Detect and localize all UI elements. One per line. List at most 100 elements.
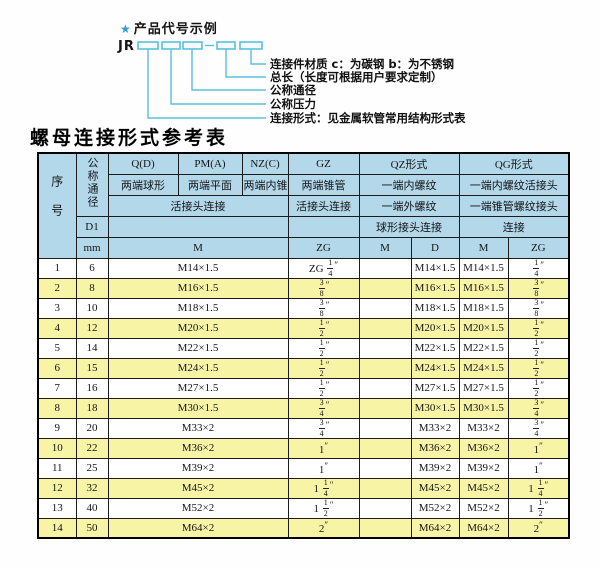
cell-qg-zg: 3 8 ″ bbox=[507, 277, 570, 299]
cell-gz-zg: 1 2 ″ bbox=[287, 377, 360, 399]
header-group-qz: QZ形式 bbox=[358, 152, 460, 175]
cell-gz-zg: 1 1 4 ″ bbox=[287, 477, 360, 499]
cell-qg-zg: 2″ bbox=[507, 517, 570, 539]
cell-diameter-mm: 25 bbox=[75, 457, 109, 479]
table-row: 3 10 M18×1.5 3 8 ″ M18×1.5 M18×1.5 3 8 ″ bbox=[37, 297, 570, 319]
cell-diameter-mm: 16 bbox=[75, 377, 109, 399]
cell-thread-m: M18×1.5 bbox=[107, 297, 289, 319]
cell-diameter-mm: 8 bbox=[75, 277, 109, 299]
cell-qg-zg: 3 4 ″ bbox=[507, 417, 570, 439]
cell-gz-zg: 1 2 ″ bbox=[287, 317, 360, 339]
cell-gz-zg: 2″ bbox=[287, 517, 360, 539]
header-thread-qg-m: M bbox=[458, 236, 509, 259]
nut-connection-table: 序号 公称通径 Q(D) PM(A) NZ(C) GZ QZ形式 QG形式 两端… bbox=[37, 152, 571, 539]
cell-qz-m bbox=[358, 337, 412, 359]
cell-thread-m: M24×1.5 bbox=[107, 357, 289, 379]
cell-thread-m: M36×2 bbox=[107, 437, 289, 459]
table-row: 4 12 M20×1.5 1 2 ″ M20×1.5 M20×1.5 1 2 ″ bbox=[37, 317, 570, 339]
cell-gz-zg: 1 1 2 ″ bbox=[287, 497, 360, 519]
cell-thread-m: M39×2 bbox=[107, 457, 289, 479]
cell-serial: 10 bbox=[37, 437, 77, 459]
header-d1-empty-2 bbox=[287, 215, 360, 238]
cell-qz-m bbox=[358, 397, 412, 419]
cell-gz-zg: 1 2 ″ bbox=[287, 337, 360, 359]
callout-line-length bbox=[225, 49, 266, 78]
table-row: 12 32 M45×2 1 1 4 ″ M45×2 M45×2 1 1 4 ″ bbox=[37, 477, 570, 499]
cell-qg-zg: 1 2 ″ bbox=[507, 337, 570, 359]
table-row: 11 25 M39×2 1″ M39×2 M39×2 1″ bbox=[37, 457, 570, 479]
header-type-qz: 一端内螺纹 bbox=[358, 173, 460, 196]
callout-line-form bbox=[147, 49, 266, 119]
cell-thread-m: M30×1.5 bbox=[107, 397, 289, 419]
cell-gz-zg: 1 2 ″ bbox=[287, 357, 360, 379]
cell-qz-m bbox=[358, 297, 412, 319]
header-group-pma: PM(A) bbox=[177, 152, 243, 175]
cell-qz-m bbox=[358, 317, 412, 339]
cell-qg-m: M52×2 bbox=[458, 497, 509, 519]
cell-qg-m: M33×2 bbox=[458, 417, 509, 439]
header-diameter: 公称通径 bbox=[75, 152, 109, 217]
table-row: 14 50 M64×2 2″ M64×2 M64×2 2″ bbox=[37, 517, 570, 539]
star-icon: ★ bbox=[120, 22, 132, 36]
cell-serial: 8 bbox=[37, 397, 77, 419]
header-conn-qz: 一端外螺纹 bbox=[358, 194, 460, 217]
cell-serial: 6 bbox=[37, 357, 77, 379]
table-row: 7 16 M27×1.5 1 2 ″ M27×1.5 M27×1.5 1 2 ″ bbox=[37, 377, 570, 399]
cell-qz-d: M24×1.5 bbox=[410, 357, 460, 379]
cell-gz-zg: 3 8 ″ bbox=[287, 297, 360, 319]
cell-qz-m bbox=[358, 437, 412, 459]
table-row: 8 18 M30×1.5 3 4 ″ M30×1.5 M30×1.5 3 4 ″ bbox=[37, 397, 570, 419]
header-group-gz: GZ bbox=[287, 152, 360, 175]
cell-diameter-mm: 22 bbox=[75, 437, 109, 459]
cell-qg-m: M16×1.5 bbox=[458, 277, 509, 299]
cell-qg-m: M39×2 bbox=[458, 457, 509, 479]
cell-qz-d: M20×1.5 bbox=[410, 317, 460, 339]
header-thread-qg-zg: ZG bbox=[507, 236, 570, 259]
cell-qz-d: M52×2 bbox=[410, 497, 460, 519]
cell-qg-m: M64×2 bbox=[458, 517, 509, 539]
table-title: 螺母连接形式参考表 bbox=[30, 127, 229, 149]
header-group-nzc: NZ(C) bbox=[241, 152, 289, 175]
cell-thread-m: M33×2 bbox=[107, 417, 289, 439]
table-header: 序号 公称通径 Q(D) PM(A) NZ(C) GZ QZ形式 QG形式 两端… bbox=[37, 152, 570, 259]
cell-diameter-mm: 50 bbox=[75, 517, 109, 539]
label-pressure: 公称压力 bbox=[270, 97, 316, 111]
code-box-2 bbox=[161, 41, 181, 50]
code-prefix: JR bbox=[118, 39, 135, 54]
cell-qg-zg: 1″ bbox=[507, 457, 570, 479]
cell-serial: 7 bbox=[37, 377, 77, 399]
cell-qz-d: M22×1.5 bbox=[410, 337, 460, 359]
cell-qg-m: M30×1.5 bbox=[458, 397, 509, 419]
header-conn-union: 活接头连接 bbox=[107, 194, 289, 217]
cell-qg-m: M27×1.5 bbox=[458, 377, 509, 399]
header-subconn-qz: 球形接头连接 bbox=[358, 215, 460, 238]
cell-gz-zg: 3 4 ″ bbox=[287, 397, 360, 419]
header-d1: D1 bbox=[75, 215, 109, 238]
header-subconn-qg: 连接 bbox=[458, 215, 570, 238]
cell-serial: 4 bbox=[37, 317, 77, 339]
label-form: 连接形式：见金属软管常用结构形式表 bbox=[270, 111, 466, 125]
code-connector-lines bbox=[137, 41, 266, 119]
table-row: 6 15 M24×1.5 1 2 ″ M24×1.5 M24×1.5 1 2 ″ bbox=[37, 357, 570, 379]
cell-qz-m bbox=[358, 457, 412, 479]
header-type-nzc: 两端内锥 bbox=[241, 173, 289, 196]
code-box-3 bbox=[182, 41, 203, 50]
cell-serial: 13 bbox=[37, 497, 77, 519]
header-type-qg: 一端内螺纹活接头 bbox=[458, 173, 570, 196]
cell-diameter-mm: 18 bbox=[75, 397, 109, 419]
cell-qz-m bbox=[358, 477, 412, 499]
cell-serial: 9 bbox=[37, 417, 77, 439]
cell-thread-m: M45×2 bbox=[107, 477, 289, 499]
header-row-types: 两端球形 两端平面 两端内锥 两端锥管 一端内螺纹 一端内螺纹活接头 bbox=[38, 173, 570, 196]
cell-thread-m: M20×1.5 bbox=[107, 317, 289, 339]
cell-qg-m: M36×2 bbox=[458, 437, 509, 459]
header-group-qg: QG形式 bbox=[458, 152, 570, 175]
header-conn-qg: 一端锥管螺纹接头 bbox=[458, 194, 570, 217]
cell-thread-m: M16×1.5 bbox=[107, 277, 289, 299]
callout-line-diameter bbox=[191, 49, 266, 91]
cell-qg-zg: 1 1 2 ″ bbox=[507, 497, 570, 519]
cell-gz-zg: 3 8 ″ bbox=[287, 277, 360, 299]
cell-diameter-mm: 14 bbox=[75, 337, 109, 359]
label-length: 总长（长度可根据用户要求定制） bbox=[270, 70, 443, 84]
cell-qg-m: M20×1.5 bbox=[458, 317, 509, 339]
